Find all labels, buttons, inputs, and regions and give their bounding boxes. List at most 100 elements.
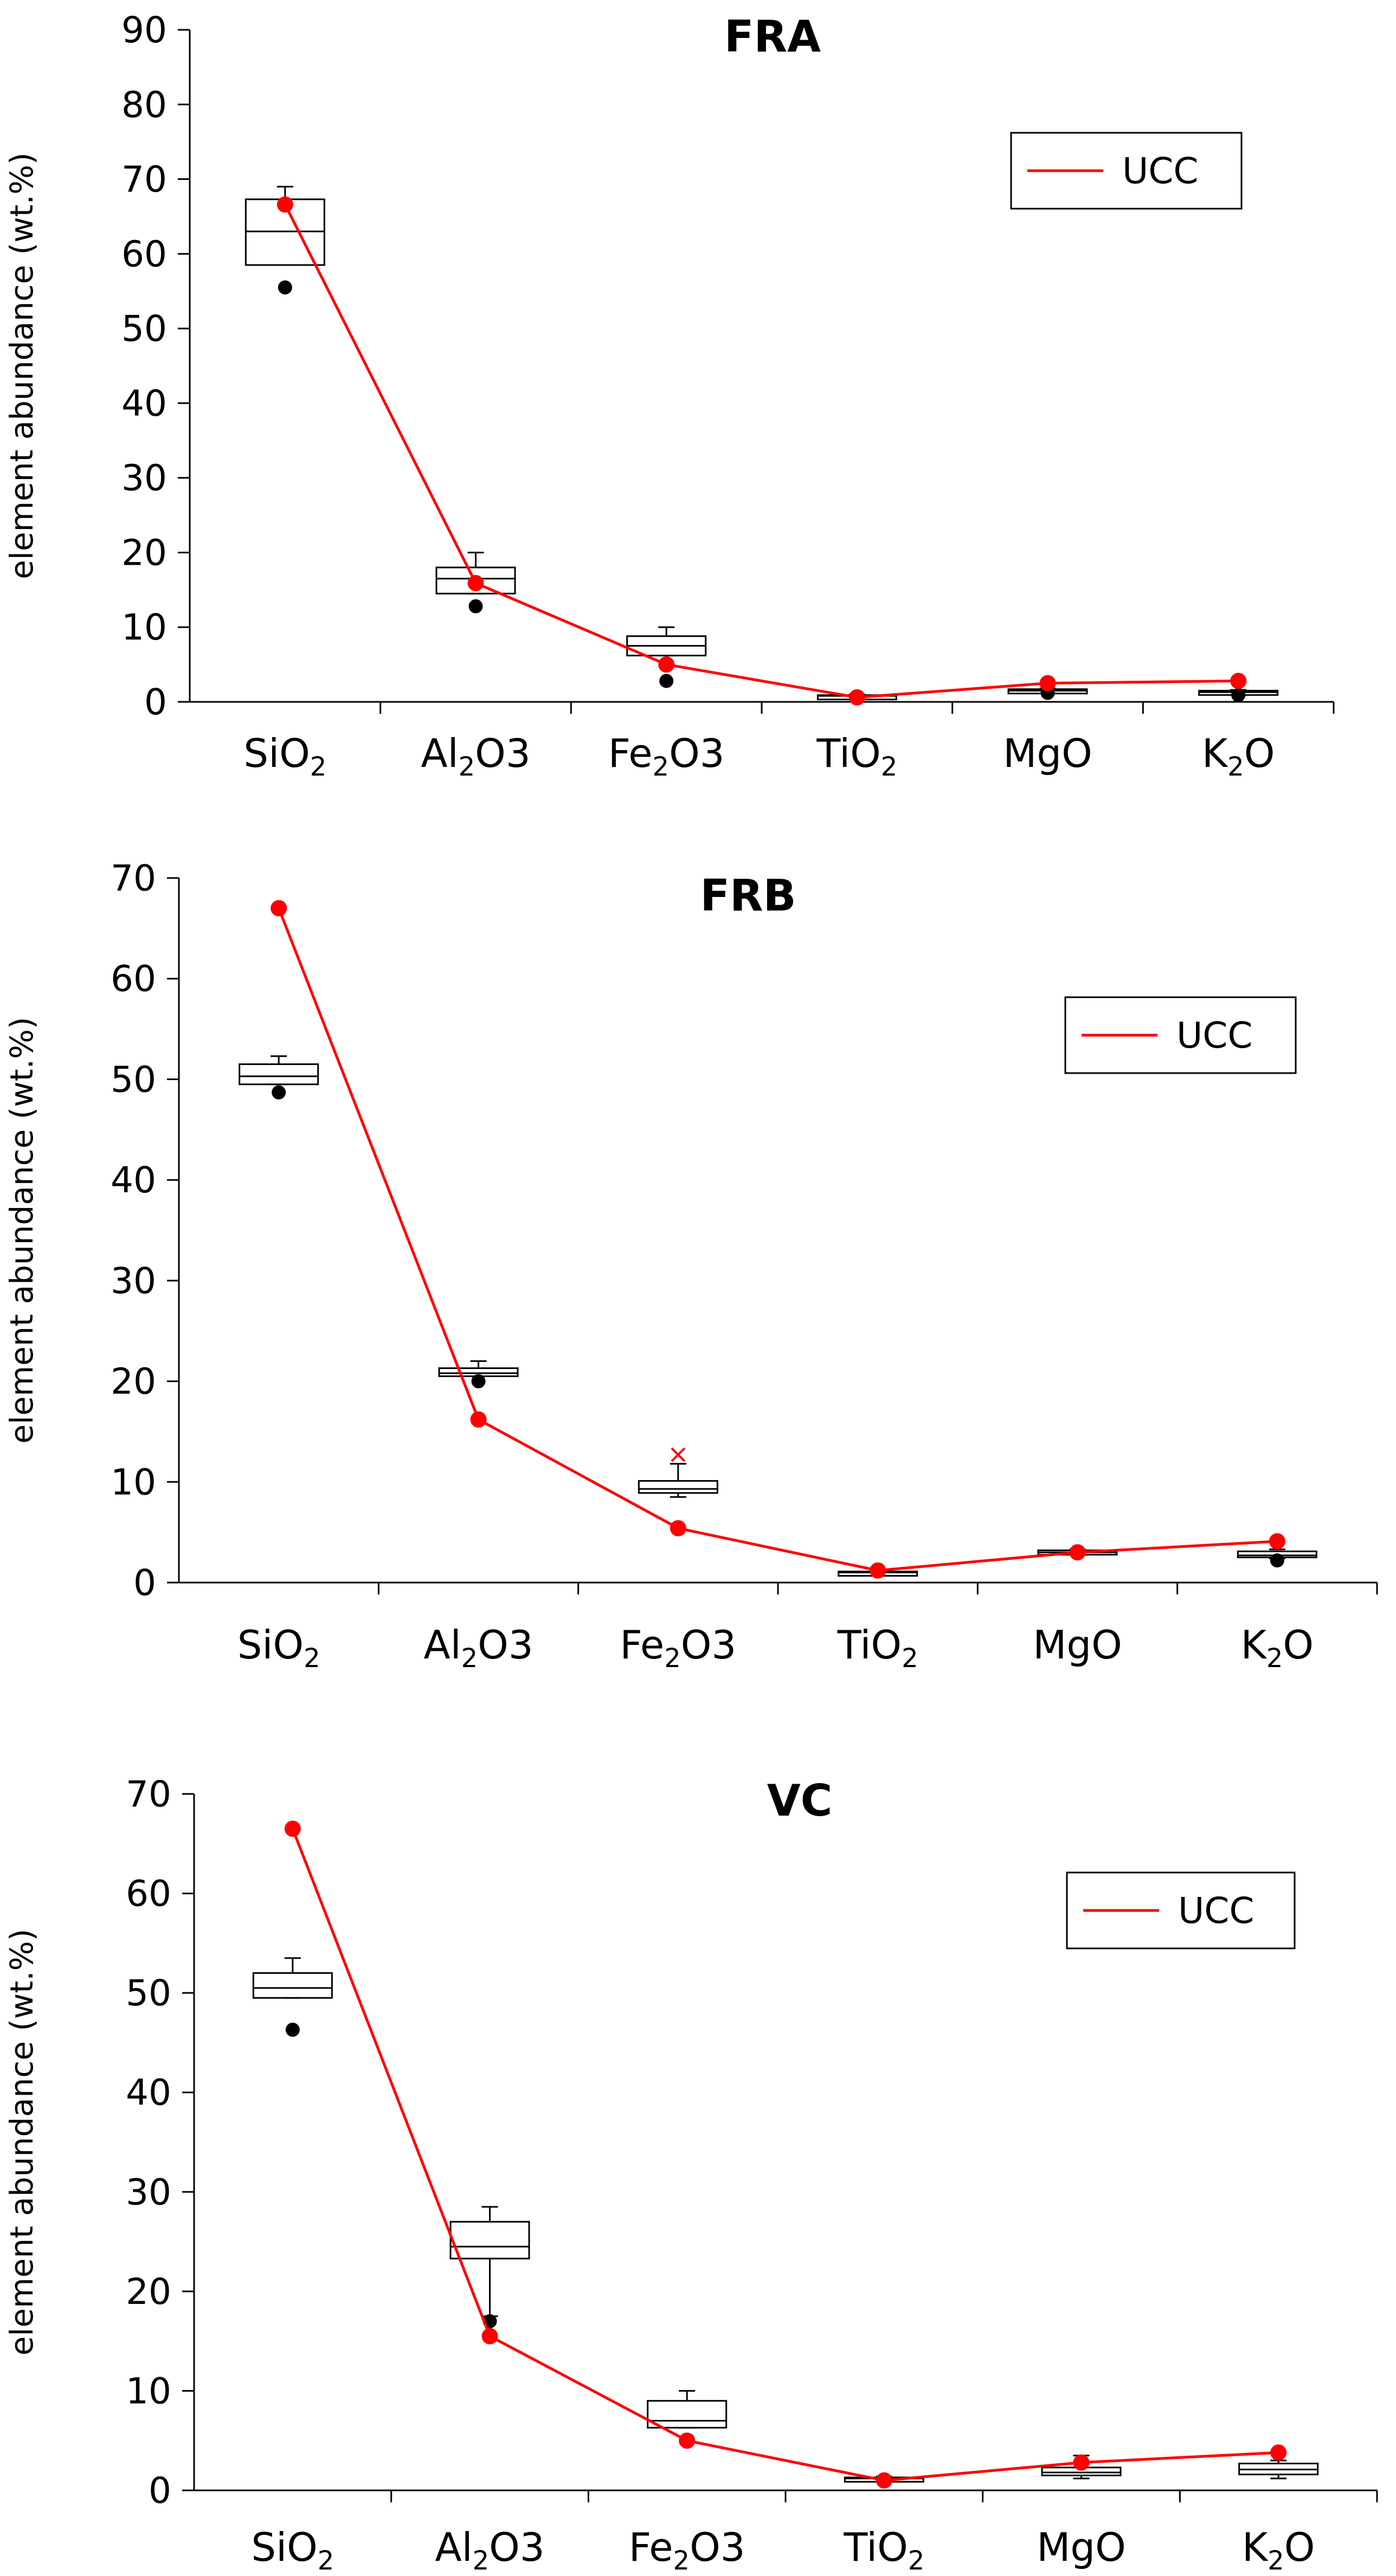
y-tick-label: 10 (126, 2370, 171, 2412)
y-tick-label: 30 (111, 1260, 156, 1302)
ucc-point (1270, 2444, 1287, 2461)
y-axis-label: element abundance (wt.%) (3, 1017, 40, 1444)
x-tick-label-subscript: 2 (318, 2546, 334, 2576)
x-tick-label-subscript: 2 (310, 752, 327, 782)
x-tick-label: Al2O3 (421, 731, 530, 782)
x-tick-label-base: SiO (251, 2525, 317, 2570)
x-tick-label-base: MgO (1037, 2525, 1126, 2570)
x-tick-label: Al2O3 (435, 2525, 544, 2576)
outlier-point (471, 1374, 486, 1389)
legend-label: UCC (1176, 1015, 1252, 1056)
x-tick-label: MgO (1003, 731, 1092, 776)
legend: UCC (1064, 996, 1297, 1074)
boxplot-k2o (1238, 2459, 1319, 2480)
x-tick-label-tail: O3 (690, 2525, 745, 2570)
ucc-point (658, 656, 675, 673)
x-tick-label-base: TiO (843, 2525, 908, 2570)
boxplot-fe2o3 (647, 2390, 728, 2429)
x-tick-label-subscript: 2 (473, 2546, 490, 2576)
box-iqr (252, 1972, 333, 1999)
x-tick-label-base: K (1202, 731, 1228, 776)
x-tick-label-subscript: 2 (881, 752, 898, 782)
legend-box (1066, 1871, 1296, 1949)
box-iqr (647, 2400, 728, 2429)
x-tick-label-tail: O3 (478, 1622, 533, 1668)
boxplot-fe2o3 (638, 1447, 718, 1498)
y-tick-label: 20 (126, 2271, 171, 2313)
y-tick-label: 30 (121, 457, 167, 499)
outlier-point (285, 2023, 300, 2037)
outlier-extreme (671, 1447, 686, 1462)
x-tick-label-base: TiO (816, 731, 880, 776)
y-tick-label: 90 (121, 9, 167, 51)
x-tick-label-tail: O (1244, 731, 1275, 776)
y-tick-label: 50 (111, 1058, 156, 1100)
ucc-point (1073, 2454, 1090, 2471)
outlier-point (272, 1085, 286, 1100)
y-tick-label: 50 (126, 1972, 171, 2014)
box-iqr (638, 1480, 718, 1494)
box-iqr (449, 2220, 530, 2259)
x-tick-label-base: MgO (1033, 1622, 1122, 1668)
y-tick-label: 80 (121, 84, 167, 126)
outlier-point (468, 599, 483, 614)
y-tick-label: 10 (111, 1461, 156, 1503)
x-tick-label-subscript: 2 (673, 2546, 690, 2576)
x-tick-label: K2O (1202, 731, 1275, 782)
x-tick-label: Al2O3 (423, 1622, 533, 1674)
x-tick-label: K2O (1241, 1622, 1314, 1674)
y-tick-label: 60 (121, 233, 167, 275)
x-tick-label-tail: O3 (475, 731, 530, 776)
x-tick-label-subscript: 2 (459, 752, 475, 782)
y-tick-label: 30 (126, 2171, 171, 2213)
legend: UCC (1010, 132, 1243, 210)
legend-label: UCC (1178, 1890, 1254, 1932)
x-tick-label-subscript: 2 (908, 2546, 925, 2576)
x-tick-label-tail: O3 (681, 1622, 736, 1668)
y-axis-label: element abundance (wt.%) (3, 152, 40, 579)
x-tick-label-subscript: 2 (304, 1643, 320, 1674)
ucc-line (291, 1828, 1279, 2482)
ucc-point (470, 1411, 487, 1428)
y-tick-label: 70 (126, 1773, 171, 1815)
x-tick-label-base: MgO (1003, 731, 1092, 776)
boxplot-fe2o3 (626, 626, 707, 688)
x-tick-label-base: Fe (608, 731, 653, 776)
x-tick-label-base: K (1242, 2525, 1269, 2570)
boxplot-al2o3 (438, 1360, 519, 1389)
boxplot-sio2 (252, 1957, 333, 2037)
y-tick-label: 0 (144, 681, 167, 723)
boxplot-k2o (1237, 1548, 1317, 1568)
ucc-line (277, 907, 1277, 1572)
x-tick-label: TiO2 (837, 1622, 918, 1674)
outlier-point (1231, 688, 1246, 702)
ucc-point (876, 2472, 892, 2489)
x-tick-label-subscript: 2 (902, 1643, 918, 1674)
x-tick-label-base: Fe (629, 2525, 673, 2570)
x-tick-label-base: Al (423, 1622, 461, 1668)
y-tick-label: 40 (111, 1159, 156, 1201)
x-tick-label: SiO2 (251, 2525, 334, 2576)
y-tick-label: 50 (121, 308, 167, 350)
boxplot-al2o3 (449, 2206, 530, 2328)
x-tick-label-subscript: 2 (1268, 2546, 1284, 2576)
ucc-point (848, 689, 865, 706)
chart-title: VC (767, 1776, 833, 1826)
x-tick-label-base: Fe (620, 1622, 664, 1668)
chart-title: FRA (724, 11, 821, 62)
box-iqr (239, 1063, 319, 1086)
ucc-point (1039, 675, 1056, 692)
boxplot-k2o (1198, 688, 1279, 702)
y-tick-label: 60 (111, 958, 156, 1000)
ucc-line (284, 204, 1239, 699)
x-tick-label-base: Al (421, 731, 458, 776)
outlier-point (278, 280, 292, 295)
ucc-point (467, 574, 484, 591)
y-tick-label: 70 (121, 159, 167, 201)
y-tick-label: 10 (121, 606, 167, 648)
ucc-point (679, 2432, 696, 2449)
